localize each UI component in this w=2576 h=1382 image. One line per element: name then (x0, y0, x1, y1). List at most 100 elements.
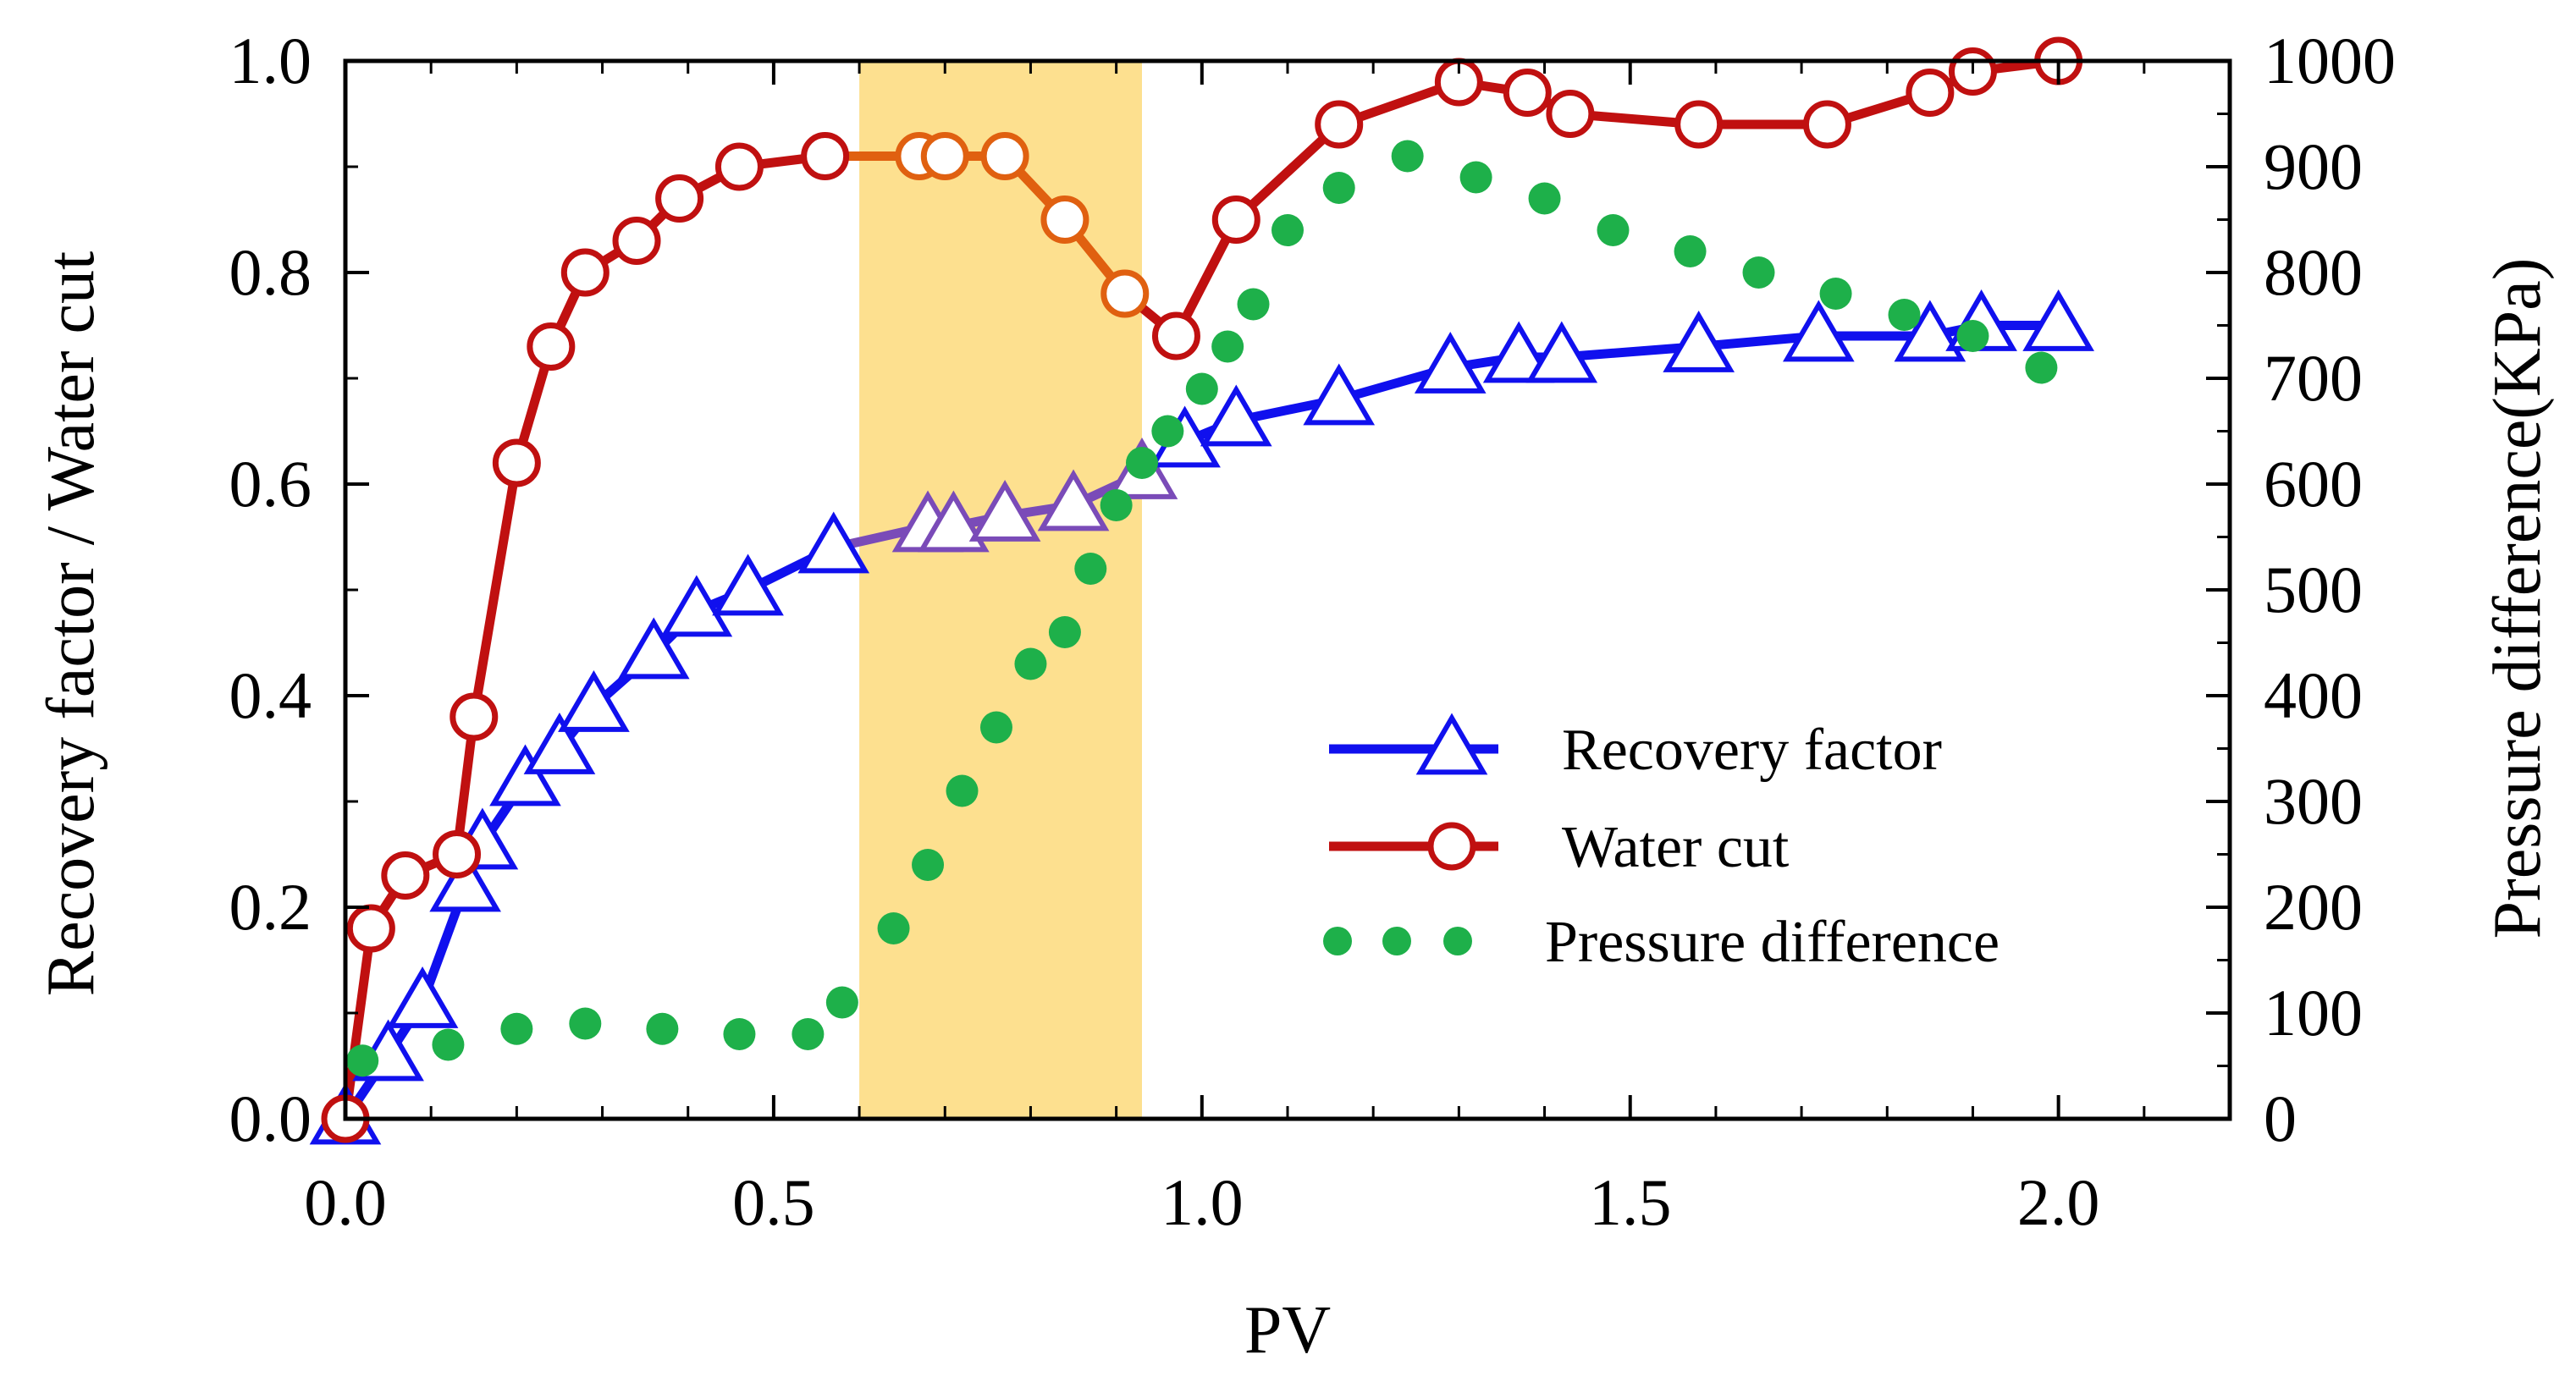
water-cut-point (1906, 69, 1955, 117)
water-cut-point (1503, 69, 1552, 117)
legend-item-recovery-factor: Recovery factor (1329, 713, 1942, 783)
recovery-factor-point (386, 966, 459, 1028)
y2-tick-label: 300 (2264, 764, 2363, 838)
pressure-difference-point (432, 1028, 465, 1061)
water-cut-point (714, 142, 764, 191)
pressure-difference-point (646, 1012, 679, 1045)
water-cut-point (1315, 100, 1364, 149)
recovery-factor-point (1414, 332, 1487, 394)
water-cut-point (655, 174, 704, 223)
y-axis-title: Recovery factor / Water cut (34, 251, 108, 997)
recovery-factor-point (1782, 300, 1855, 362)
pressure-difference-point (1271, 214, 1304, 246)
water-cut-point (346, 904, 395, 953)
legend-dot (1382, 927, 1411, 955)
y2-tick-label: 700 (2264, 341, 2363, 415)
legend-label-pressure-difference: Pressure difference (1545, 910, 2000, 975)
pressure-difference-point (825, 986, 858, 1019)
pressure-difference-point (1211, 330, 1244, 363)
legend-item-water-cut: Water cut (1329, 815, 1790, 880)
pressure-difference-point (346, 1044, 379, 1077)
pressure-difference-point (1185, 372, 1218, 405)
recovery-factor-point (429, 850, 501, 912)
pressure-difference-point (1151, 415, 1184, 448)
x-tick-label: 1.5 (1589, 1165, 1672, 1239)
recovery-factor-point (2022, 289, 2094, 351)
water-cut-point (527, 322, 576, 371)
series-markers (309, 36, 2094, 1145)
y-tick-label: 0.0 (229, 1082, 312, 1155)
y-tick-label: 0.8 (229, 235, 312, 309)
water-cut-point (1546, 90, 1595, 138)
legend-circle-icon (1427, 822, 1476, 871)
recovery-factor-point (1894, 300, 1966, 362)
water-cut-point (1802, 100, 1851, 149)
recovery-factor-point (1525, 321, 1598, 383)
recovery-factor-point (1663, 311, 1735, 372)
recovery-factor-point (660, 575, 733, 637)
y2-tick-label: 0 (2264, 1082, 2297, 1155)
highlight-band (859, 61, 1142, 1119)
recovery-factor-point (523, 713, 596, 774)
water-cut-segment (469, 458, 521, 722)
water-cut-point (920, 132, 969, 180)
water-cut-point (1211, 195, 1260, 244)
legend-triangle-icon (1415, 713, 1488, 775)
water-cut-point (1040, 195, 1089, 244)
y2-tick-label: 100 (2264, 976, 2363, 1049)
recovery-factor-point (1303, 363, 1376, 426)
pressure-difference-point (1014, 647, 1047, 680)
y2-tick-label: 900 (2264, 129, 2363, 203)
water-cut-point (980, 132, 1029, 180)
pressure-difference-point (1597, 214, 1630, 246)
pressure-difference-point (1674, 235, 1707, 267)
recovery-factor-point (489, 744, 561, 807)
y2-tick-label: 600 (2264, 447, 2363, 520)
pressure-difference-point (1391, 140, 1424, 173)
legend-dots-icon (1323, 927, 1472, 955)
x-tick-label: 2.0 (2017, 1165, 2100, 1239)
y2-tick-label: 800 (2264, 235, 2363, 309)
water-cut-point (1674, 100, 1724, 149)
recovery-factor-point (712, 553, 784, 616)
pressure-difference-point (723, 1018, 756, 1050)
legend-dot (1443, 927, 1472, 955)
axis-ticks (344, 59, 2230, 1120)
x-tick-label: 1.0 (1161, 1165, 1244, 1239)
legend-item-pressure-difference: Pressure difference (1323, 910, 2000, 975)
pressure-difference-point (569, 1007, 602, 1040)
y-tick-label: 0.4 (229, 658, 312, 732)
recovery-factor-point (617, 617, 690, 680)
water-cut-point (450, 692, 499, 741)
x-tick-label: 0.0 (304, 1165, 387, 1239)
pressure-difference-point (912, 849, 945, 881)
y2-tick-label: 400 (2264, 658, 2363, 732)
water-cut-point (560, 248, 610, 297)
legend-label-water-cut: Water cut (1562, 815, 1790, 880)
recovery-factor-point (1037, 469, 1110, 531)
pressure-difference-point (1742, 256, 1775, 289)
recovery-factor-point (1200, 384, 1272, 447)
pressure-difference-point (877, 912, 910, 944)
pressure-difference-point (1888, 299, 1921, 331)
recovery-factor-point (968, 480, 1041, 542)
water-cut-point (492, 438, 541, 487)
recovery-factor-point (918, 490, 990, 553)
pressure-difference-point (1100, 489, 1133, 521)
legend-label-recovery-factor: Recovery factor (1562, 718, 1942, 783)
recovery-factor-point (797, 511, 870, 574)
water-cut-point (1100, 269, 1150, 318)
pressure-difference-point (2025, 351, 2058, 384)
pressure-difference-point (1528, 182, 1561, 215)
pressure-difference-point (1048, 616, 1081, 648)
pressure-difference-point (1237, 288, 1270, 321)
water-cut-point (433, 830, 482, 878)
legend: Recovery factor Water cut Pressure diffe… (1323, 713, 2000, 975)
tick-labels: 0.0 0.5 1.0 1.5 2.0 0.0 0.2 0.4 0.6 0.8 1.0 0 100 200… (229, 24, 2397, 1239)
pressure-difference-point (1322, 172, 1355, 204)
recovery-factor-point (1482, 321, 1555, 383)
y2-axis-title: Pressure difference(KPa) (2480, 258, 2555, 939)
x-axis-title: PV (1244, 1293, 1331, 1368)
pressure-difference-point (1459, 161, 1492, 194)
